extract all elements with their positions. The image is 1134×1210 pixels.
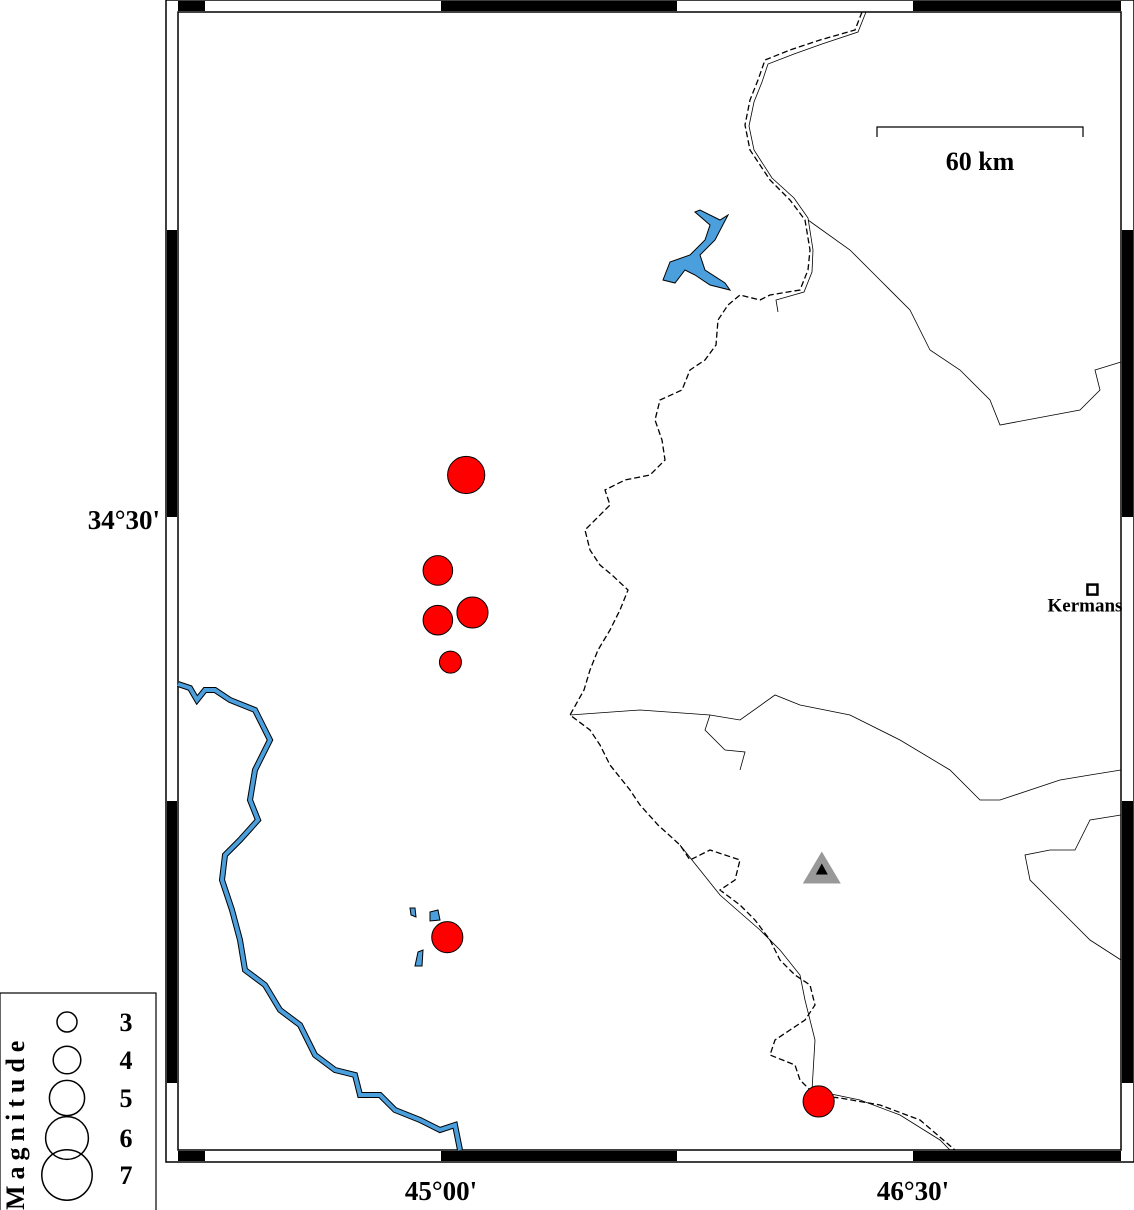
earthquake-marker[interactable] bbox=[456, 596, 489, 629]
earthquake-marker[interactable] bbox=[422, 604, 454, 636]
legend-label: 7 bbox=[120, 1161, 133, 1190]
legend-label: 3 bbox=[120, 1008, 133, 1037]
lon-tick-label: 46°30' bbox=[877, 1176, 949, 1206]
legend-label: 5 bbox=[120, 1084, 133, 1113]
map-frame bbox=[165, 0, 1134, 1163]
city-marker-icon bbox=[1086, 583, 1099, 596]
earthquake-marker[interactable] bbox=[802, 1085, 835, 1118]
scale-bar-label: 60 km bbox=[946, 147, 1015, 176]
earthquake-marker[interactable] bbox=[438, 650, 462, 674]
lon-tick-label: 45°00' bbox=[405, 1176, 477, 1206]
legend: Magnitude 3 4 5 6 7 bbox=[0, 992, 157, 1210]
scale-bar: 60 km bbox=[876, 126, 1084, 176]
legend-label: 6 bbox=[120, 1124, 133, 1153]
legend-label: 4 bbox=[120, 1046, 133, 1075]
legend-circle bbox=[44, 1115, 90, 1161]
lat-tick-label: 34°30' bbox=[88, 505, 160, 535]
legend-circle bbox=[48, 1079, 86, 1117]
legend-circle bbox=[56, 1011, 78, 1033]
legend-title: Magnitude bbox=[1, 1035, 30, 1210]
legend-circle bbox=[52, 1045, 82, 1075]
city-label: Kermans bbox=[1047, 596, 1122, 617]
legend-circle bbox=[41, 1149, 93, 1201]
river bbox=[177, 681, 463, 1151]
earthquake-marker[interactable] bbox=[422, 555, 454, 586]
earthquake-marker[interactable] bbox=[431, 921, 464, 954]
station-triangle-icon[interactable] bbox=[802, 851, 841, 884]
lake bbox=[409, 209, 732, 967]
borders bbox=[569, 11, 1122, 1151]
earthquake-marker[interactable] bbox=[447, 455, 486, 495]
